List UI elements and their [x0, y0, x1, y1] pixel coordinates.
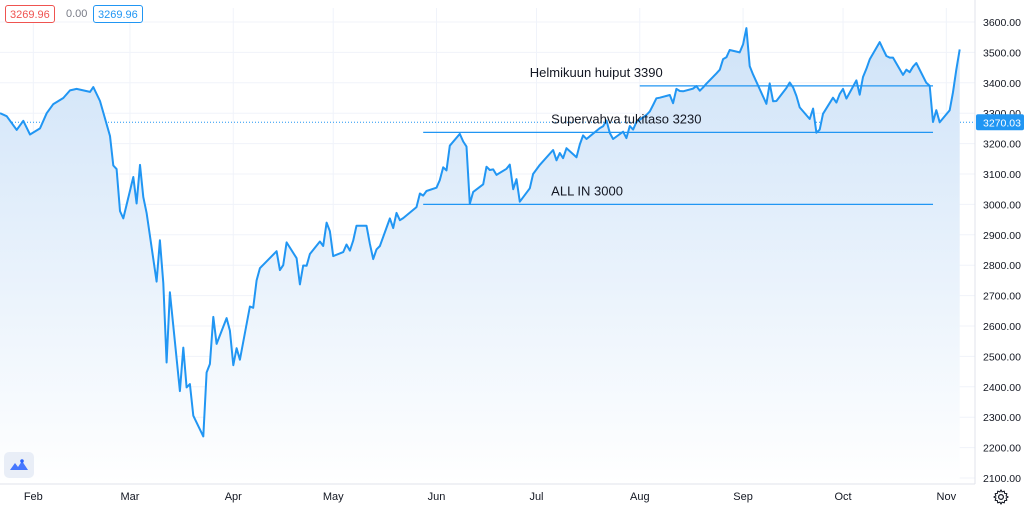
legend-change-value: 0.00	[66, 8, 88, 20]
y-tick-label: 2300.00	[983, 412, 1021, 424]
y-tick-label: 3500.00	[983, 47, 1021, 59]
y-tick-label: 2500.00	[983, 351, 1021, 363]
x-tick-label: Jun	[428, 491, 446, 503]
annotations[interactable]: Helmikuun huiput 3390 Supervahva tukitaso…	[423, 65, 934, 205]
x-tick-label: Sep	[733, 491, 753, 503]
x-tick-label: Aug	[630, 491, 650, 503]
annotation-label[interactable]: ALL IN 3000	[551, 183, 623, 198]
x-tick-label: Mar	[120, 491, 139, 503]
series-line-path	[0, 27, 961, 438]
legend-close-value: 3269.96	[93, 5, 143, 23]
y-tick-label: 3200.00	[983, 139, 1021, 151]
x-tick-label: Nov	[937, 491, 957, 503]
area-fill-path	[0, 28, 960, 484]
y-tick-label: 3400.00	[983, 78, 1021, 90]
y-tick-label: 2600.00	[983, 321, 1021, 333]
y-tick-label: 2900.00	[983, 230, 1021, 242]
last-price-badge	[976, 114, 1024, 131]
x-axis[interactable]: Feb Mar Apr May Jun Jul Aug Sep Oct Nov	[0, 483, 975, 503]
y-tick-label: 3000.00	[983, 199, 1021, 211]
y-tick-label: 3100.00	[983, 169, 1021, 181]
y-tick-label: 3600.00	[983, 17, 1021, 29]
y-tick-label: 2100.00	[983, 473, 1021, 485]
logo-glyph-icon	[10, 459, 28, 470]
annotation-label[interactable]: Supervahva tukitaso 3230	[551, 111, 701, 126]
annotation-label[interactable]: Helmikuun huiput 3390	[530, 65, 663, 80]
last-price-label: 3270.03	[983, 117, 1021, 129]
y-tick-label: 2200.00	[983, 443, 1021, 455]
y-tick-label: 2800.00	[983, 260, 1021, 272]
area-fill	[0, 28, 960, 484]
x-tick-label: Feb	[24, 491, 43, 503]
y-tick-label: 2400.00	[983, 382, 1021, 394]
gear-glyph-icon	[993, 489, 1009, 505]
x-tick-label: Oct	[834, 491, 851, 503]
x-tick-label: Apr	[225, 491, 242, 503]
x-tick-label: Jul	[529, 491, 543, 503]
legend-open-value: 3269.96	[5, 5, 55, 23]
gear-icon[interactable]	[992, 488, 1010, 506]
y-tick-label: 2700.00	[983, 291, 1021, 303]
tradingview-logo-icon[interactable]	[4, 452, 34, 478]
x-tick-label: May	[323, 491, 344, 503]
series-line	[0, 27, 961, 438]
y-axis[interactable]: 2100.00 2200.00 2300.00 2400.00 2500.00 2600.…	[974, 0, 1024, 485]
